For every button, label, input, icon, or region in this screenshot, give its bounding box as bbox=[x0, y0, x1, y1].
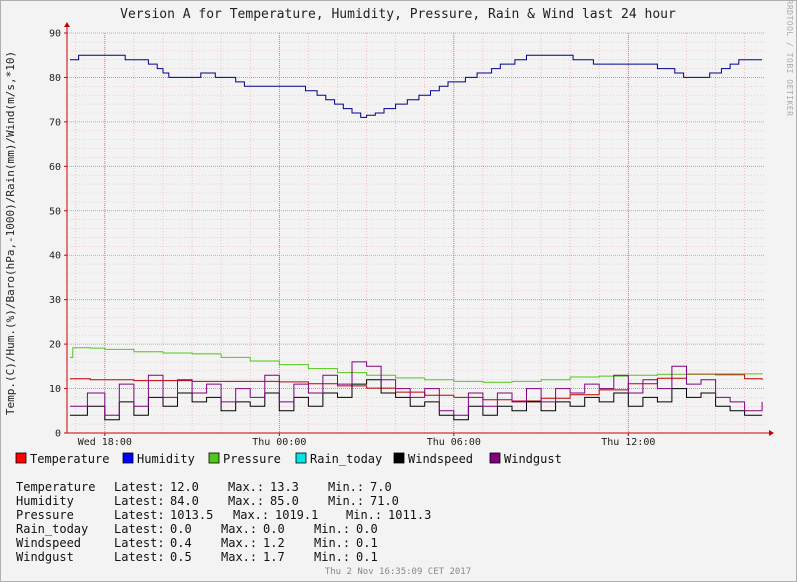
legend-swatch-pressure bbox=[208, 452, 220, 464]
y-tick-label: 40 bbox=[49, 251, 61, 262]
stats-min-label: Min.: bbox=[314, 522, 350, 536]
stats-min-value: 71.0 bbox=[370, 494, 399, 508]
legend-label-windspeed: Windspeed bbox=[408, 452, 473, 466]
stats-min-value: 0.0 bbox=[356, 522, 378, 536]
stats-name: Windgust bbox=[16, 550, 74, 564]
stats-min-value: 0.1 bbox=[356, 550, 378, 564]
y-axis-label: Temp.(C)/Hum.(%)/Baro(hPa,-1000)/Rain(mm… bbox=[4, 51, 17, 415]
stats-latest-label: Latest: bbox=[114, 480, 165, 494]
legend-swatch-windspeed bbox=[393, 452, 405, 464]
stats-max-value: 85.0 bbox=[270, 494, 299, 508]
stats-max-value: 1019.1 bbox=[275, 508, 318, 522]
y-tick-label: 30 bbox=[49, 295, 61, 306]
x-tick-label: Thu 00:00 bbox=[252, 437, 306, 448]
stats-min-label: Min.: bbox=[328, 494, 364, 508]
stats-max-value: 1.7 bbox=[263, 550, 285, 564]
series-line-humidity bbox=[69, 54, 763, 118]
x-axis-arrow bbox=[769, 430, 774, 436]
stats-latest-value: 12.0 bbox=[170, 480, 199, 494]
timestamp-footer: Thu 2 Nov 16:35:09 CET 2017 bbox=[325, 567, 471, 577]
stats-table: Temperature Latest: 12.0 Max.: 13.3 Min.: 7.0H… bbox=[16, 480, 431, 564]
legend-swatch-rain_today bbox=[295, 452, 307, 464]
legend-swatch-humidity bbox=[122, 452, 134, 464]
legend-label-pressure: Pressure bbox=[223, 452, 281, 466]
stats-max-label: Max.: bbox=[233, 508, 269, 522]
stats-max-label: Max.: bbox=[228, 480, 264, 494]
x-tick-label: Thu 06:00 bbox=[427, 437, 481, 448]
stats-name: Windspeed bbox=[16, 536, 81, 550]
stats-max-value: 0.0 bbox=[263, 522, 285, 536]
stats-latest-value: 0.4 bbox=[170, 536, 192, 550]
x-tick-label: Wed 18:00 bbox=[78, 437, 132, 448]
y-axis-arrow bbox=[64, 22, 70, 27]
stats-max-value: 13.3 bbox=[270, 480, 299, 494]
stats-min-value: 7.0 bbox=[370, 480, 392, 494]
legend-label-windgust: Windgust bbox=[504, 452, 562, 466]
stats-min-label: Min.: bbox=[314, 550, 350, 564]
y-tick-label: 80 bbox=[49, 73, 61, 84]
stats-name: Rain_today bbox=[16, 522, 88, 536]
y-tick-label: 60 bbox=[49, 162, 61, 173]
legend-label-humidity: Humidity bbox=[137, 452, 195, 466]
rrdtool-vertical-label: RRDTOOL / TOBI OETIKER bbox=[785, 0, 794, 116]
y-tick-label: 90 bbox=[49, 29, 61, 40]
series-line-windgust bbox=[69, 361, 763, 416]
stats-latest-value: 0.0 bbox=[170, 522, 192, 536]
legend-swatch-windgust bbox=[489, 452, 501, 464]
y-tick-label: 20 bbox=[49, 340, 61, 351]
grid bbox=[67, 32, 765, 434]
stats-latest-label: Latest: bbox=[114, 536, 165, 550]
series-lines bbox=[69, 54, 763, 421]
stats-name: Humidity bbox=[16, 494, 74, 508]
stats-latest-value: 84.0 bbox=[170, 494, 199, 508]
y-tick-label: 0 bbox=[55, 429, 61, 440]
stats-max-value: 1.2 bbox=[263, 536, 285, 550]
legend-label-rain_today: Rain_today bbox=[310, 452, 382, 466]
stats-name: Pressure bbox=[16, 508, 74, 522]
stats-max-label: Max.: bbox=[221, 522, 257, 536]
chart-title: Version A for Temperature, Humidity, Pre… bbox=[120, 7, 676, 22]
stats-latest-label: Latest: bbox=[114, 522, 165, 536]
y-tick-label: 70 bbox=[49, 117, 61, 128]
stats-min-label: Min.: bbox=[346, 508, 382, 522]
stats-min-value: 0.1 bbox=[356, 536, 378, 550]
stats-max-label: Max.: bbox=[228, 494, 264, 508]
y-tick-label: 50 bbox=[49, 206, 61, 217]
legend: Temperature Humidity Pressure Rain_today Win… bbox=[15, 452, 562, 466]
series-line-windspeed bbox=[69, 379, 763, 421]
stats-latest-label: Latest: bbox=[114, 550, 165, 564]
stats-min-value: 1011.3 bbox=[388, 508, 431, 522]
y-tick-label: 10 bbox=[49, 384, 61, 395]
x-tick-label: Thu 12:00 bbox=[601, 437, 655, 448]
legend-label-temperature: Temperature bbox=[30, 452, 109, 466]
axes: 0 10 20 30 40 50 60 70 80 90 Wed 18:00 Thu 00:00 Thu… bbox=[49, 22, 774, 448]
stats-min-label: Min.: bbox=[328, 480, 364, 494]
stats-latest-label: Latest: bbox=[114, 508, 165, 522]
stats-min-label: Min.: bbox=[314, 536, 350, 550]
legend-swatch-temperature bbox=[15, 452, 27, 464]
stats-latest-label: Latest: bbox=[114, 494, 165, 508]
stats-max-label: Max.: bbox=[221, 550, 257, 564]
stats-name: Temperature bbox=[16, 480, 95, 494]
stats-max-label: Max.: bbox=[221, 536, 257, 550]
stats-latest-value: 1013.5 bbox=[170, 508, 213, 522]
stats-latest-value: 0.5 bbox=[170, 550, 192, 564]
